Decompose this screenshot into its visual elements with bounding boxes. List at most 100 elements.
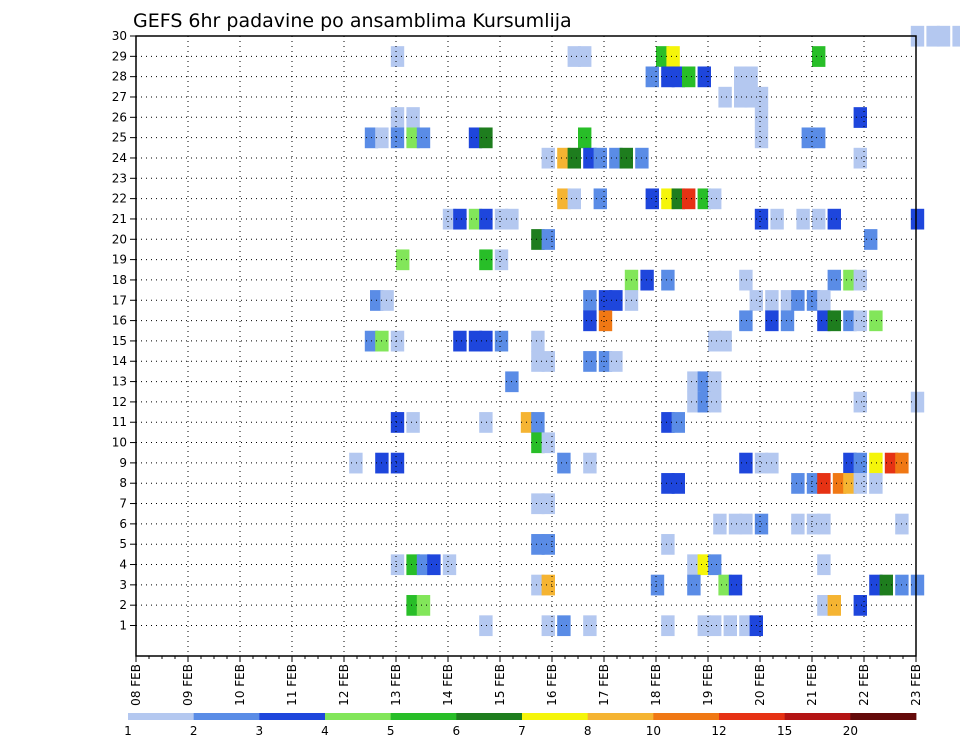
- precip-cell: [687, 574, 701, 596]
- precip-cell: [390, 330, 405, 352]
- precip-cell: [453, 208, 467, 230]
- precip-cell: [671, 188, 685, 210]
- precip-cell: [468, 330, 483, 352]
- precip-cell: [598, 351, 613, 372]
- legend-label: 1: [124, 724, 132, 738]
- precip-cell: [578, 127, 592, 149]
- precip-cell: [531, 534, 545, 555]
- precip-cell: [869, 452, 883, 474]
- precip-cell: [671, 473, 685, 494]
- precip-cell: [791, 473, 805, 494]
- legend-swatch: [128, 713, 195, 720]
- precip-cell: [806, 290, 821, 311]
- precip-cell: [910, 574, 925, 596]
- precip-cell: [770, 208, 784, 230]
- precip-cell: [557, 452, 571, 474]
- precip-cell: [708, 330, 722, 352]
- y-axis: 1234567891011121314151617181920212223242…: [112, 29, 136, 633]
- legend-label: 15: [777, 724, 792, 738]
- y-tick-label: 4: [119, 558, 127, 572]
- precip-cell: [791, 290, 805, 311]
- precip-cell: [380, 290, 394, 311]
- precip-cell: [780, 310, 795, 332]
- precip-cell: [817, 513, 831, 535]
- legend-label: 4: [321, 724, 329, 738]
- precip-cell: [718, 330, 732, 352]
- precip-cell: [531, 330, 545, 352]
- legend-swatch: [784, 713, 851, 720]
- x-tick-label: 11 FEB: [285, 664, 299, 706]
- y-tick-label: 3: [119, 578, 127, 592]
- x-tick-label: 15 FEB: [493, 664, 507, 706]
- precip-cell: [697, 615, 711, 637]
- precip-cell: [666, 46, 680, 67]
- precip-cell: [687, 391, 701, 413]
- precip-cell: [817, 473, 831, 494]
- precip-cell: [671, 66, 685, 88]
- precip-cell: [531, 493, 545, 515]
- precip-cell: [531, 432, 545, 454]
- legend-swatch: [259, 713, 326, 720]
- y-tick-label: 18: [112, 273, 127, 287]
- precip-cell: [853, 473, 867, 494]
- precip-cell: [598, 290, 613, 311]
- x-tick-label: 22 FEB: [857, 664, 871, 706]
- x-tick-label: 08 FEB: [129, 664, 143, 706]
- precip-cell: [718, 574, 732, 596]
- precip-cell: [661, 269, 675, 291]
- precip-cell: [827, 595, 841, 616]
- precip-cell: [541, 574, 555, 596]
- precip-cell: [661, 534, 675, 555]
- precip-cell: [541, 351, 555, 372]
- precip-cell: [468, 208, 483, 230]
- x-tick-label: 17 FEB: [597, 664, 611, 706]
- precip-cell: [390, 107, 405, 128]
- legend-label: 3: [256, 724, 264, 738]
- precip-cell: [416, 127, 431, 149]
- precip-cell: [708, 371, 722, 393]
- precip-cell: [593, 147, 607, 169]
- precip-cell: [453, 330, 467, 352]
- legend-label: 8: [584, 724, 592, 738]
- y-tick-label: 24: [112, 151, 127, 165]
- precip-cell: [952, 25, 960, 47]
- precip-cell: [661, 473, 675, 494]
- precip-cell: [739, 513, 753, 535]
- y-tick-label: 2: [119, 598, 127, 612]
- legend-swatch: [325, 713, 392, 720]
- precip-cell: [739, 615, 753, 637]
- legend-label: 10: [646, 724, 661, 738]
- precip-cell: [697, 188, 711, 210]
- precip-cell: [609, 351, 623, 372]
- y-tick-label: 9: [119, 456, 127, 470]
- precip-cell: [661, 412, 675, 433]
- precip-cell: [531, 229, 545, 250]
- y-tick-label: 25: [112, 131, 127, 145]
- precip-cell: [708, 554, 722, 576]
- legend-swatch: [193, 713, 260, 720]
- precip-cell: [406, 595, 420, 616]
- legend-label: 5: [387, 724, 395, 738]
- x-tick-label: 09 FEB: [181, 664, 195, 706]
- legend-swatch: [653, 713, 720, 720]
- x-tick-label: 23 FEB: [909, 664, 923, 706]
- y-tick-label: 22: [112, 192, 127, 206]
- precip-cell: [583, 615, 597, 637]
- legend-label: 20: [843, 724, 858, 738]
- y-tick-label: 13: [112, 375, 127, 389]
- precip-cell: [801, 127, 815, 149]
- precip-cell: [864, 229, 878, 250]
- y-tick-label: 11: [112, 415, 127, 429]
- precip-cell: [832, 473, 847, 494]
- precip-cell: [827, 269, 841, 291]
- precip-cell: [843, 452, 857, 474]
- precip-cell: [593, 188, 607, 210]
- y-tick-label: 8: [119, 476, 127, 490]
- precip-cell: [406, 127, 420, 149]
- precip-cell: [390, 127, 405, 149]
- precip-cell: [734, 66, 748, 88]
- precip-cell: [541, 147, 555, 169]
- precip-cell: [656, 46, 670, 67]
- y-tick-label: 1: [119, 619, 127, 633]
- precip-cell: [661, 66, 675, 88]
